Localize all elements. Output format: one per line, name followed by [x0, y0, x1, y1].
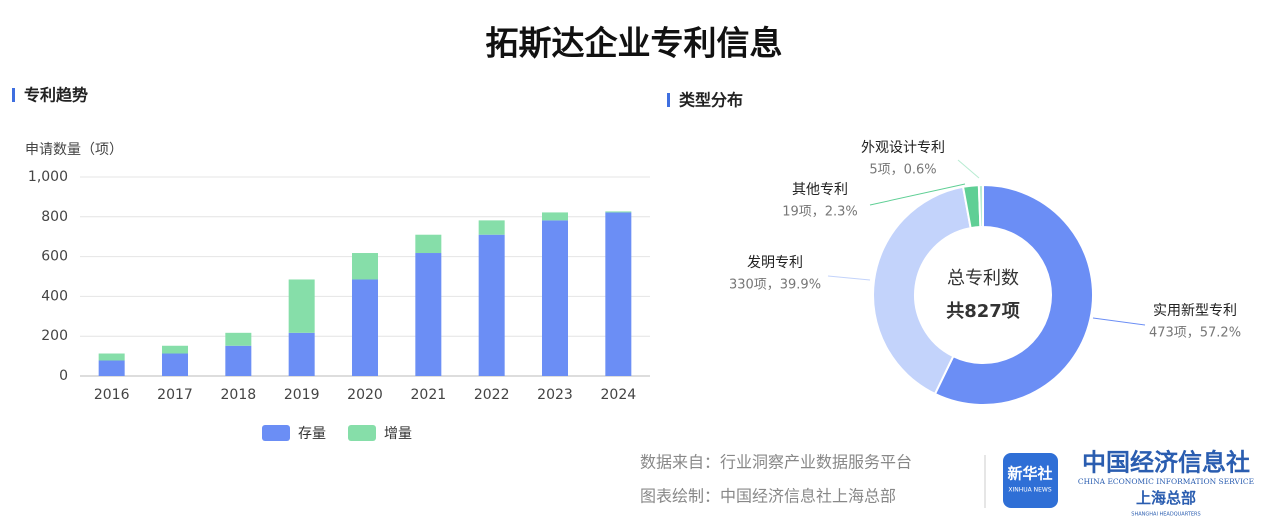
logo-name: 中国经济信息社 [1082, 448, 1250, 477]
slice-label: 实用新型专利 [1153, 303, 1237, 319]
credit-note: 图表绘制：中国经济信息社上海总部 [640, 487, 896, 506]
logo-branch: 上海总部 [1136, 489, 1196, 507]
center-label: 共827项 [946, 301, 1020, 322]
bar [98, 353, 125, 361]
x-tick-label: 2017 [157, 387, 193, 403]
bar [225, 332, 252, 346]
section-marker [667, 93, 670, 107]
bar [605, 212, 632, 376]
y-tick-label: 200 [41, 328, 68, 344]
logo-name-en: CHINA ECONOMIC INFORMATION SERVICE [1078, 477, 1254, 486]
bar [352, 279, 378, 376]
bar [478, 220, 505, 235]
slice-value-label: 473项，57.2% [1149, 326, 1241, 341]
legend-swatch [262, 425, 290, 441]
y-tick-label: 600 [41, 249, 68, 265]
x-tick-label: 2022 [474, 387, 510, 403]
bar [352, 253, 378, 280]
slice-value-label: 19项，2.3% [782, 205, 858, 220]
leader-line [1092, 317, 1146, 326]
legend-label: 增量 [384, 426, 412, 442]
x-tick-label: 2023 [537, 387, 573, 403]
section-title: 类型分布 [679, 91, 743, 110]
y-axis-label: 申请数量（项） [25, 142, 123, 158]
y-tick-label: 800 [41, 209, 68, 225]
leader-line [957, 159, 980, 179]
logo-badge [1003, 453, 1058, 508]
center-title: 总专利数 [947, 268, 1019, 289]
bar [162, 353, 188, 376]
logo-branch-en: SHANGHAI HEADQUARTERS [1131, 512, 1200, 518]
section-title: 专利趋势 [24, 86, 88, 105]
legend-label: 存量 [298, 426, 326, 442]
logo-badge-text: 新华社 [1007, 465, 1052, 483]
x-tick-label: 2018 [221, 387, 257, 403]
bar [288, 332, 315, 376]
donut-segment [933, 183, 1094, 406]
section-marker [12, 88, 15, 102]
donut-segment [872, 185, 972, 396]
leader-line [869, 183, 966, 206]
slice-label: 外观设计专利 [861, 140, 945, 156]
slice-value-label: 5项，0.6% [869, 163, 936, 178]
x-tick-label: 2016 [94, 387, 130, 403]
x-tick-label: 2019 [284, 387, 320, 403]
x-tick-label: 2021 [411, 387, 447, 403]
bar [542, 212, 568, 221]
slice-label: 其他专利 [792, 182, 848, 198]
legend-swatch [348, 425, 376, 441]
bar [478, 234, 505, 376]
bar [415, 253, 442, 376]
bar [415, 234, 442, 254]
bar [542, 220, 568, 376]
slice-value-label: 330项，39.9% [729, 278, 821, 293]
page-title: 拓斯达企业专利信息 [486, 24, 783, 63]
bar [98, 360, 125, 376]
source-note: 数据来自：行业洞察产业数据服务平台 [640, 453, 912, 472]
bar [225, 345, 252, 376]
y-tick-label: 0 [59, 368, 68, 384]
y-tick-label: 1,000 [28, 169, 68, 185]
bar [162, 345, 188, 354]
x-tick-label: 2024 [601, 387, 637, 403]
bar [288, 279, 315, 333]
donut-segment [977, 183, 984, 229]
bar [605, 211, 632, 213]
logo-badge-sub: XINHUA NEWS [1008, 487, 1051, 494]
slice-label: 发明专利 [747, 255, 803, 271]
y-tick-label: 400 [41, 288, 68, 304]
leader-line [827, 275, 871, 281]
x-tick-label: 2020 [347, 387, 383, 403]
